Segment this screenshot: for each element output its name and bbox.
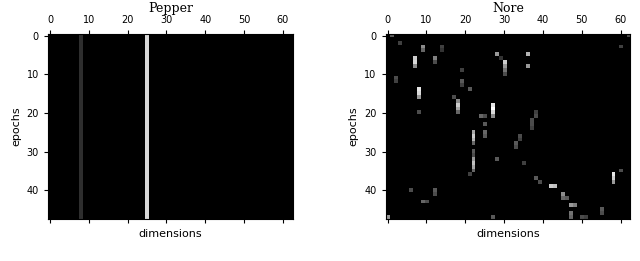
Title: Nore: Nore (492, 2, 524, 15)
Title: Pepper: Pepper (148, 2, 193, 15)
X-axis label: dimensions: dimensions (138, 229, 202, 239)
Y-axis label: epochs: epochs (11, 107, 21, 146)
X-axis label: dimensions: dimensions (476, 229, 540, 239)
Y-axis label: epochs: epochs (349, 107, 359, 146)
